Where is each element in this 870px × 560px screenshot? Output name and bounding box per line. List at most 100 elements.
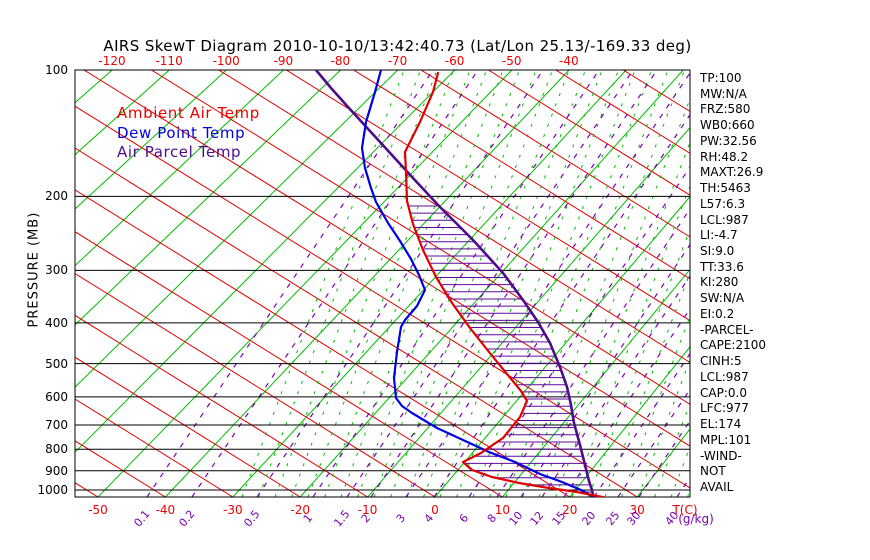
dry-adiabat-line — [75, 272, 436, 497]
bottom-temp-tick-label: -10 — [357, 503, 378, 517]
dry-adiabat-line — [488, 70, 690, 196]
mixing-ratio-line — [638, 419, 690, 497]
sounding-curves — [314, 70, 609, 497]
index-row-cape: CAPE:2100 — [700, 338, 766, 353]
index-row-mw: MW:N/A — [700, 86, 747, 101]
mixing-ratio-line — [496, 207, 690, 497]
dry-adiabat-line — [151, 70, 690, 405]
bottom-temp-tick-label: 30 — [629, 503, 645, 517]
dry-adiabat-line — [75, 356, 301, 497]
top-temp-tick-label: -110 — [155, 54, 183, 68]
index-row-mpl: MPL:101 — [700, 432, 752, 447]
pressure-tick-label: 300 — [45, 263, 68, 278]
moist-adiabat-line — [820, 70, 870, 497]
top-temp-tick-label: -50 — [501, 54, 522, 68]
temp-unit-label: T(C) — [672, 503, 698, 517]
dry-adiabat-line — [353, 70, 690, 280]
index-row-l57: L57:6.3 — [700, 196, 746, 211]
index-row-cap: CAP:0.0 — [700, 385, 747, 400]
mixing-ratio-line — [312, 70, 600, 497]
ambient-temp-curve — [403, 71, 609, 497]
top-temp-tick-label: -60 — [444, 54, 465, 68]
mixing-ratio-line — [191, 70, 479, 497]
index-row-th: TH:5463 — [700, 181, 751, 196]
top-temp-tick-label: -80 — [330, 54, 351, 68]
index-row-li: LI:-4.7 — [700, 228, 738, 243]
pressure-tick-label: 400 — [45, 315, 68, 330]
moist-adiabat-line — [456, 70, 619, 497]
isotherm-line — [434, 195, 690, 497]
mixing-ratio-line — [146, 70, 434, 497]
pressure-tick-label: 200 — [45, 189, 68, 204]
plot-frame — [74, 69, 691, 498]
top-temp-tick-label: -40 — [558, 54, 579, 68]
dry-adiabat-line — [83, 70, 690, 447]
isotherm-line — [75, 70, 170, 156]
dry-adiabat-line — [555, 70, 690, 154]
pressure-tick-label: 900 — [45, 463, 68, 478]
dry-adiabat-line — [285, 70, 690, 322]
moist-adiabat-line — [754, 70, 870, 497]
mixing-ratio-line — [541, 274, 690, 497]
index-row-lcl: LCL:987 — [700, 369, 749, 384]
mixing-ratio-line — [593, 352, 690, 497]
index-row-cinh: CINH:5 — [700, 354, 742, 369]
top-temp-tick-label: -100 — [212, 54, 240, 68]
index-row-wb0: WB0:660 — [700, 118, 755, 133]
index-row-ki: KI:280 — [700, 275, 739, 290]
moist-adiabat-line — [836, 70, 870, 497]
moist-adiabat-line — [241, 70, 405, 497]
mixing-ratio-line — [563, 307, 690, 497]
legend-item-2: Dew Point Temp — [117, 123, 246, 142]
index-row-lcl: LCL:987 — [700, 212, 749, 227]
index-row-parcel: -PARCEL- — [700, 322, 754, 337]
index-row-el: EL:174 — [700, 417, 742, 432]
moist-adiabat-line — [737, 70, 870, 497]
moist-adiabat-line — [505, 70, 669, 497]
moist-adiabat-line — [770, 70, 870, 497]
grid-lines — [75, 70, 870, 497]
pressure-tick-label: 1000 — [37, 483, 68, 497]
index-row-sw: SW:N/A — [700, 291, 745, 306]
mixing-ratio-line — [433, 113, 690, 497]
index-row-tp: TP:100 — [700, 71, 742, 85]
bottom-temp-tick-label: -40 — [155, 503, 176, 517]
moist-adiabat-line — [853, 70, 870, 497]
dew-point-curve — [360, 70, 594, 497]
bottom-temp-tick-label: -30 — [222, 503, 243, 517]
mixing-ratio-line — [346, 70, 634, 497]
dry-adiabat-line — [75, 147, 638, 497]
dry-adiabat-line — [75, 314, 368, 497]
index-row-rh: RH:48.2 — [700, 149, 749, 164]
isotherm-line — [232, 70, 627, 497]
isotherm-line — [75, 70, 399, 388]
index-row-not: NOT — [700, 464, 726, 479]
mixing-ratio-line — [405, 71, 690, 497]
pressure-tick-label: 500 — [45, 356, 68, 371]
bottom-temp-tick-label: 0 — [431, 503, 439, 517]
mixing-ratio-line — [370, 70, 658, 497]
moist-adiabat-line — [787, 70, 870, 497]
index-row-pw: PW:32.56 — [700, 133, 757, 148]
index-row-wind: -WIND- — [700, 448, 742, 463]
isotherm-line — [75, 70, 284, 267]
mixing-ratio-line — [256, 70, 544, 497]
bottom-temp-tick-label: -20 — [290, 503, 310, 517]
isotherm-line — [502, 268, 690, 497]
index-row-frz: FRZ:580 — [700, 102, 751, 117]
moist-adiabat-line — [406, 70, 570, 497]
chart-title: AIRS SkewT Diagram 2010-10-10/13:42:40.7… — [103, 37, 692, 55]
pressure-tick-label: 600 — [45, 389, 68, 404]
isotherm-line — [569, 346, 690, 497]
top-temp-tick-label: -90 — [273, 54, 294, 68]
dry-adiabat-line — [75, 231, 503, 497]
cape-hatch-area — [409, 205, 592, 493]
index-row-ei: EI:0.2 — [700, 306, 735, 321]
dry-adiabat-line — [75, 189, 571, 497]
isotherm-line — [299, 70, 684, 497]
dry-adiabat-line — [218, 70, 690, 364]
top-temp-tick-label: -70 — [387, 54, 408, 68]
bottom-temp-tick-label: 20 — [562, 503, 578, 517]
index-row-lfc: LFC:977 — [700, 401, 749, 416]
